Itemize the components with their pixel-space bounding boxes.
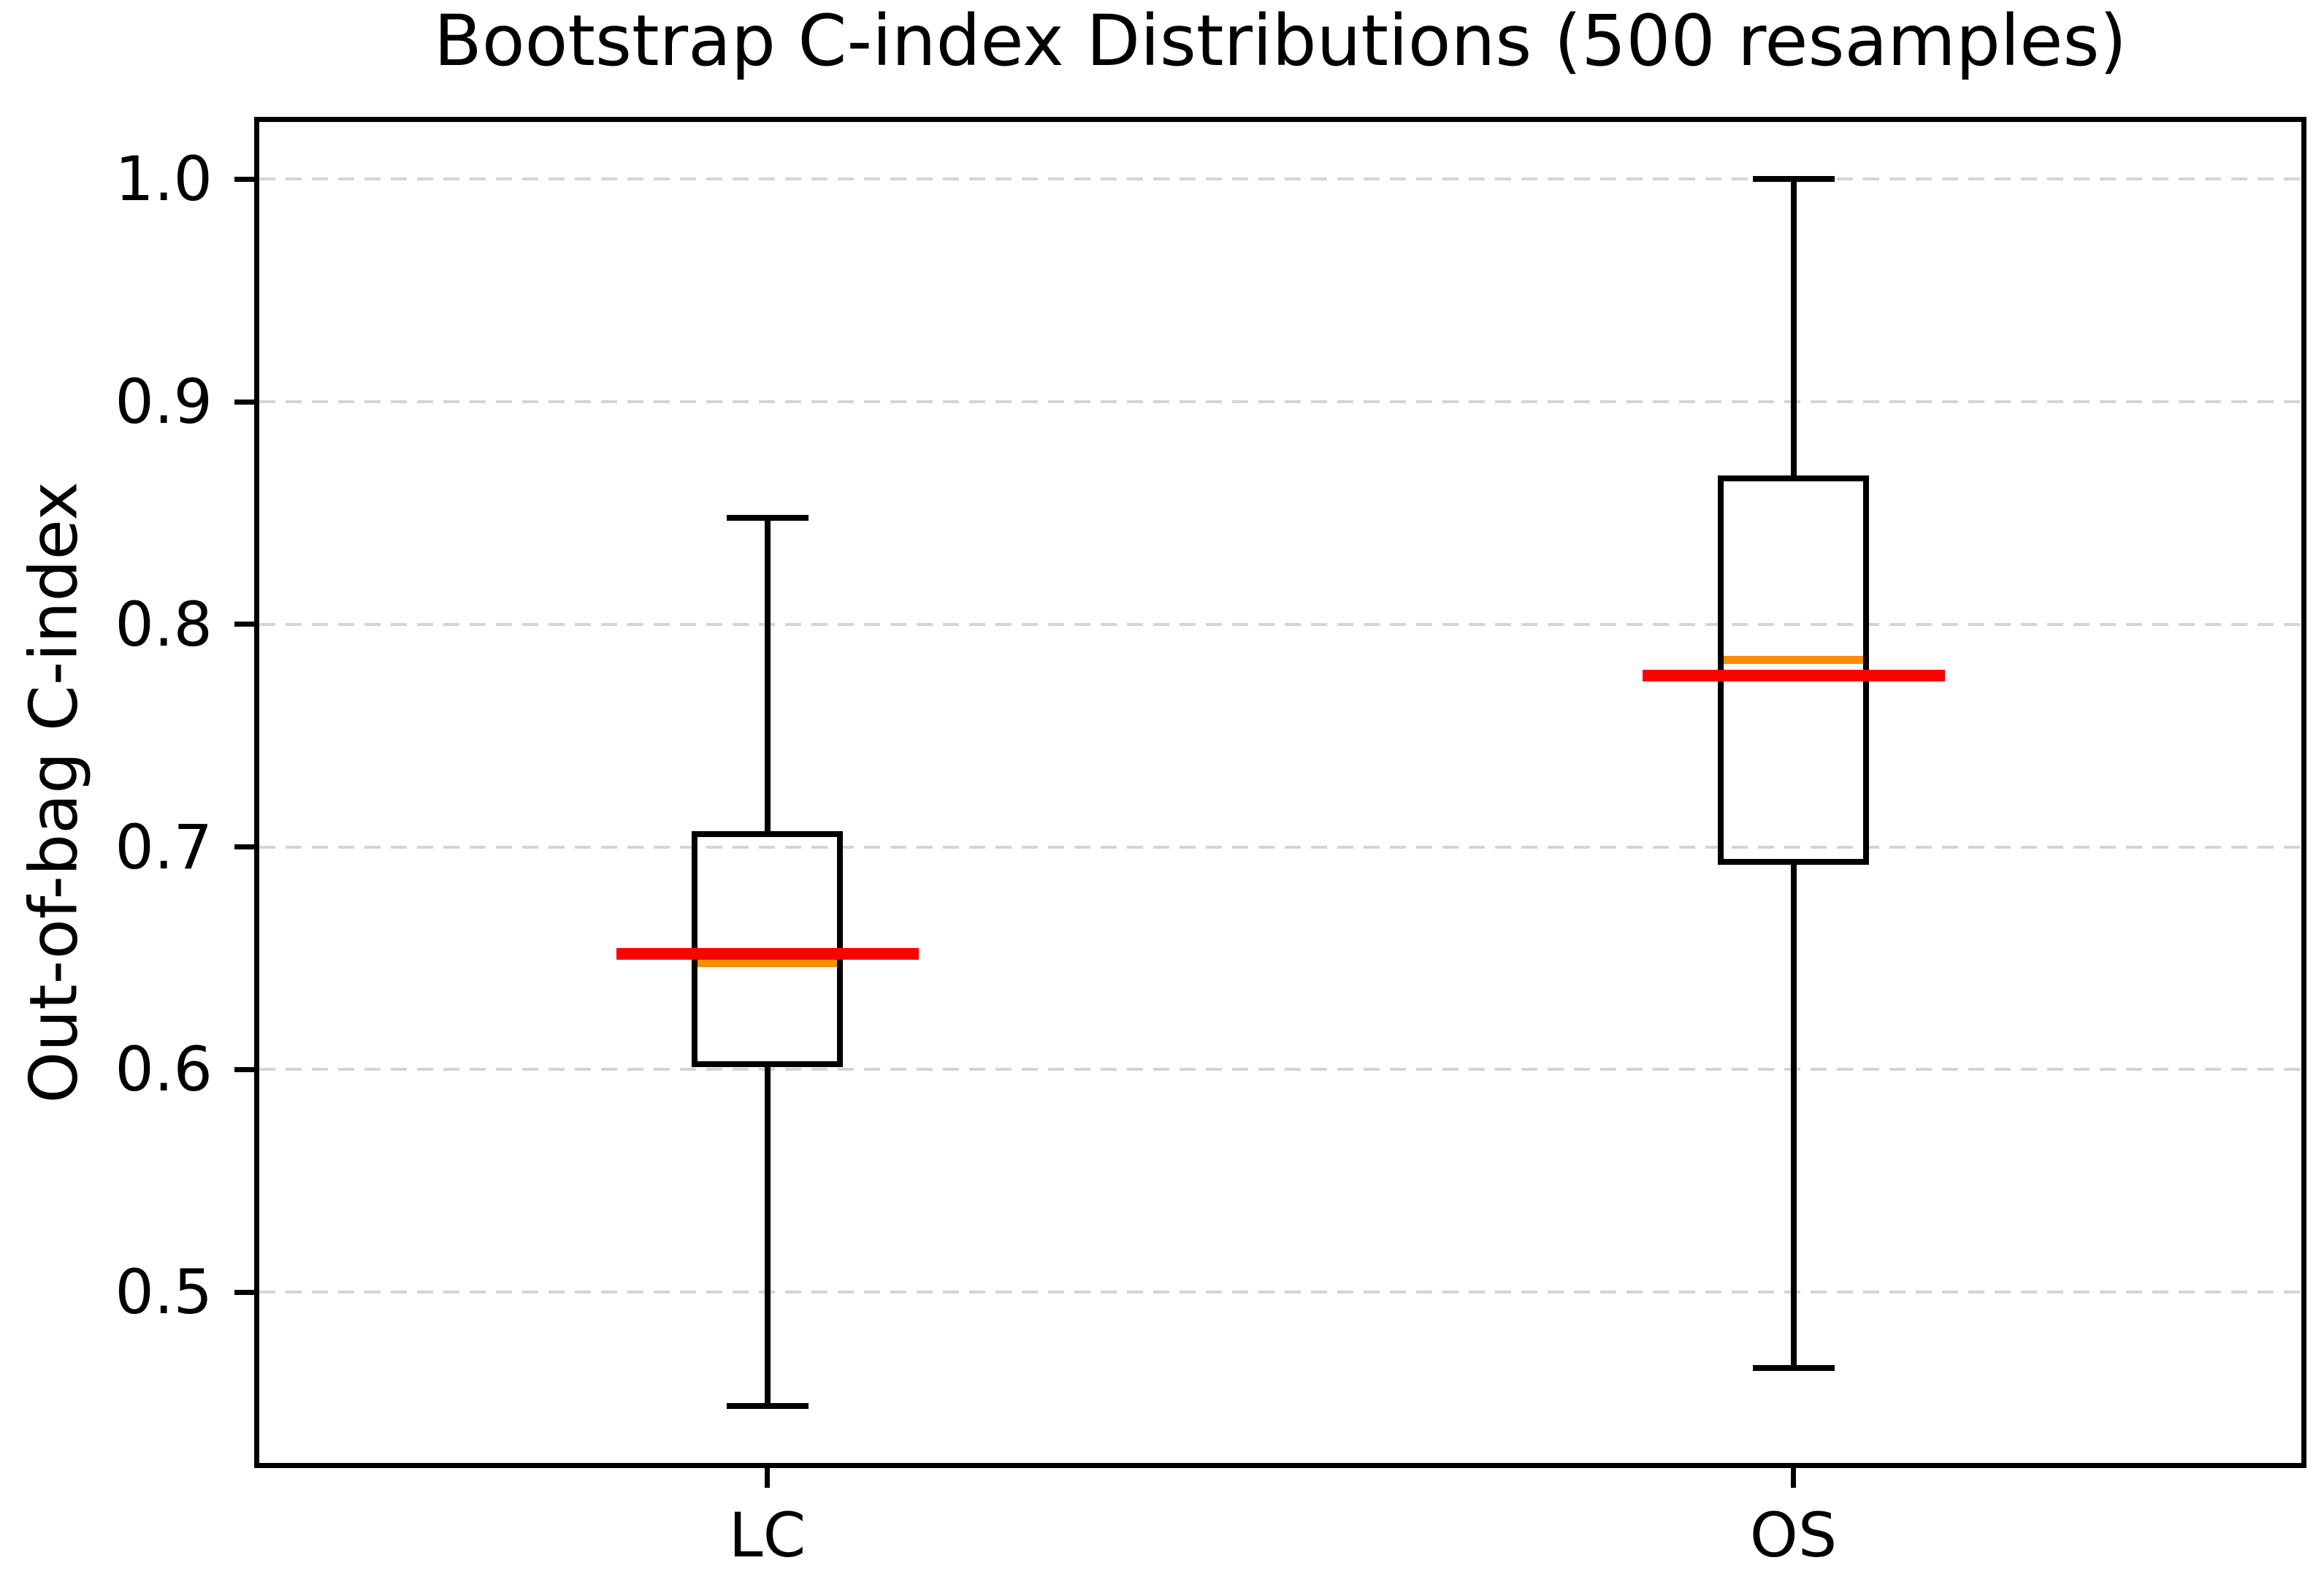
y-tick-label: 0.8 — [115, 588, 213, 660]
y-gridline — [259, 622, 2301, 626]
x-tick-label-os: OS — [1749, 1499, 1838, 1571]
plot-area — [254, 117, 2306, 1468]
y-gridline — [259, 400, 2301, 404]
y-tick-mark — [234, 1289, 254, 1295]
upper-whisker-lc — [764, 517, 771, 832]
median-line-os — [1724, 656, 1863, 665]
upper-whisker-os — [1790, 179, 1797, 475]
y-tick-label: 0.6 — [115, 1033, 213, 1106]
x-tick-mark — [765, 1468, 770, 1488]
reference-line-os — [1642, 669, 1945, 681]
y-axis-label: Out-of-bag C-index — [15, 481, 93, 1104]
y-tick-mark — [234, 622, 254, 627]
lower-whisker-lc — [764, 1067, 771, 1406]
y-gridline — [259, 1068, 2301, 1071]
upper-cap-lc — [726, 514, 809, 521]
y-tick-label: 0.9 — [115, 366, 213, 438]
x-tick-mark — [1791, 1468, 1796, 1488]
lower-cap-os — [1752, 1364, 1835, 1371]
median-line-lc — [697, 958, 837, 967]
y-tick-mark — [234, 399, 254, 405]
reference-line-lc — [616, 947, 919, 960]
y-tick-mark — [234, 1066, 254, 1072]
lower-cap-lc — [726, 1402, 809, 1409]
chart-title: Bootstrap C-index Distributions (500 res… — [434, 0, 2127, 82]
y-tick-label: 1.0 — [115, 143, 213, 215]
lower-whisker-os — [1790, 865, 1797, 1368]
y-gridline — [259, 177, 2301, 181]
upper-cap-os — [1752, 176, 1835, 183]
y-tick-mark — [234, 176, 254, 182]
y-gridline — [259, 1291, 2301, 1294]
y-tick-label: 0.7 — [115, 811, 213, 883]
y-gridline — [259, 845, 2301, 849]
y-tick-label: 0.5 — [115, 1256, 213, 1329]
y-tick-mark — [234, 844, 254, 850]
x-tick-label-lc: LC — [728, 1499, 806, 1571]
